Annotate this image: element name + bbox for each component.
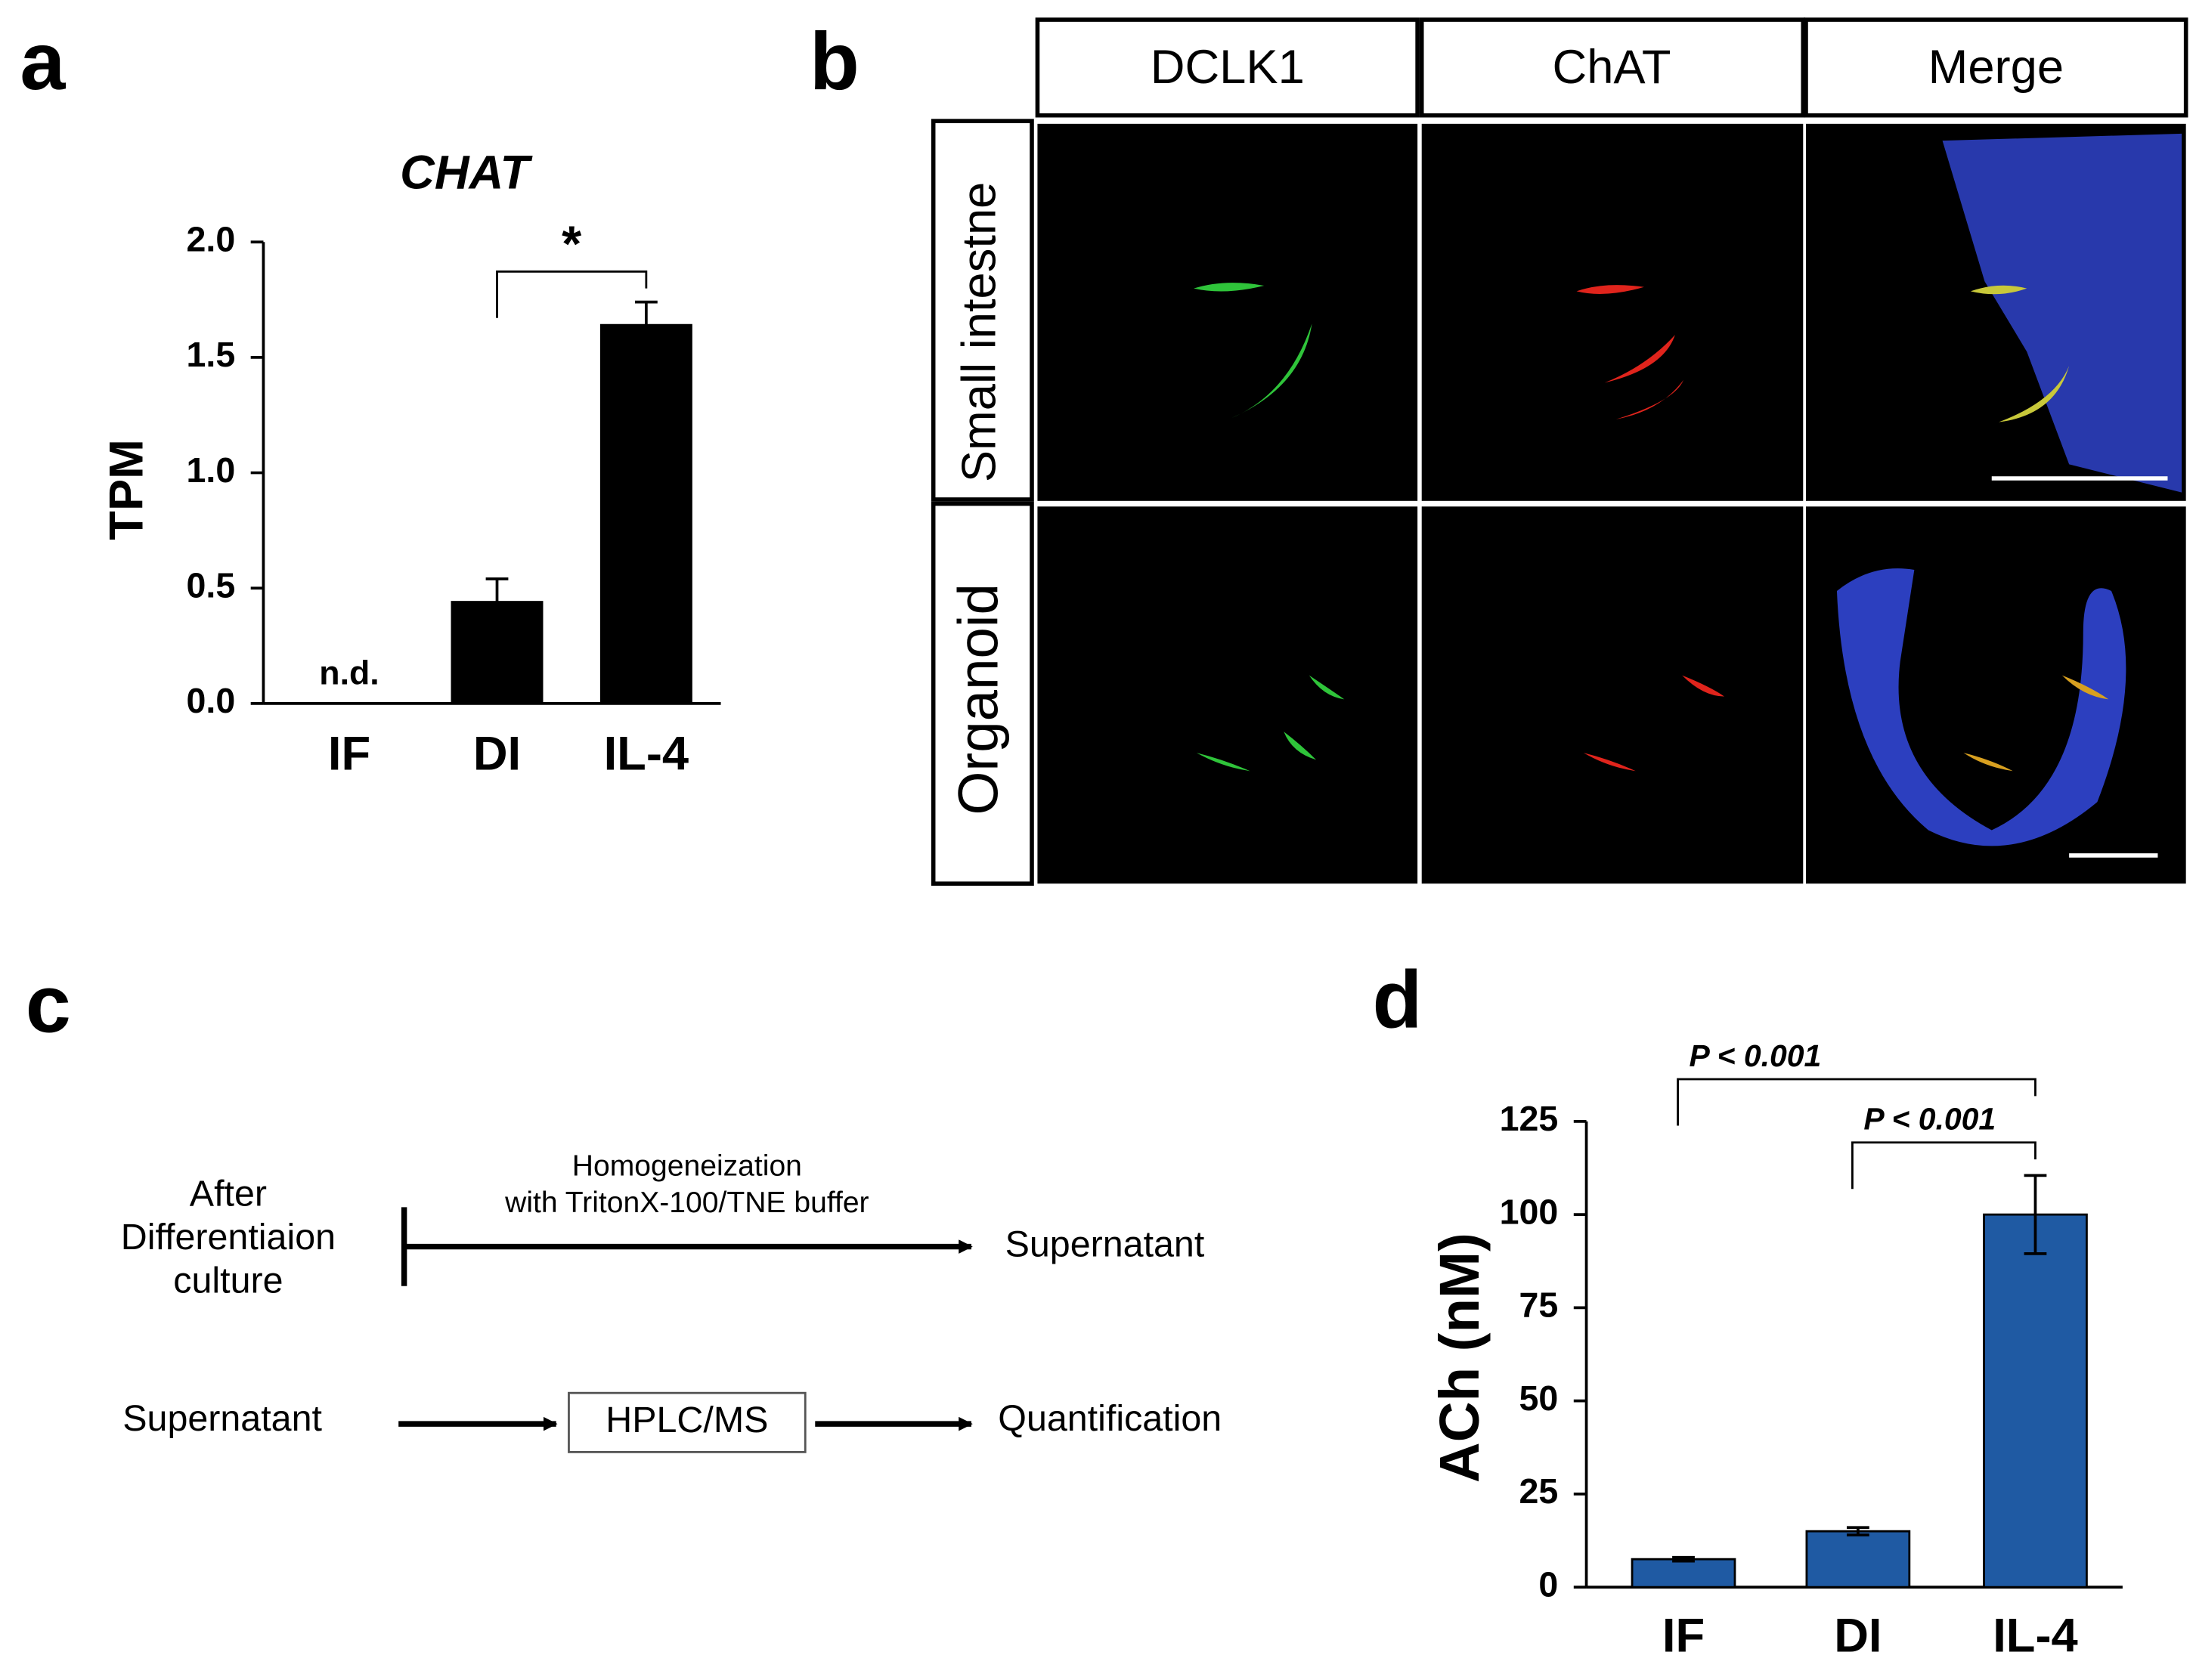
row-header: Small intestne	[953, 182, 1006, 483]
value-label: n.d.	[319, 654, 379, 691]
y-tick-label: 50	[1519, 1378, 1559, 1418]
y-tick-label: 75	[1519, 1286, 1559, 1325]
panel-label: c	[26, 958, 71, 1049]
flow-text: Homogeneization	[572, 1150, 802, 1183]
significance-label: P < 0.001	[1863, 1102, 1996, 1137]
significance-label: P < 0.001	[1689, 1038, 1821, 1073]
flow-text: culture	[173, 1261, 283, 1301]
image	[1421, 123, 1804, 501]
y-tick-label: 25	[1519, 1471, 1559, 1511]
y-tick-label: 0	[1538, 1564, 1558, 1604]
nuclei	[1836, 568, 2126, 846]
error-bar	[2024, 1174, 2047, 1255]
image	[1037, 123, 1418, 501]
row-header-box	[931, 119, 1034, 502]
y-tick-label: 1.5	[187, 335, 236, 374]
column-header: DCLK1	[1151, 41, 1305, 94]
bar	[1631, 1558, 1736, 1589]
column-header-box	[1804, 17, 2188, 118]
flow-text: with TritonX-100/TNE buffer	[504, 1187, 869, 1219]
significance-bracket	[1851, 1141, 2036, 1190]
y-tick-label: 1.0	[187, 450, 236, 490]
y-tick-label: 0.0	[187, 681, 236, 720]
column-header: Merge	[1928, 41, 2064, 94]
box	[568, 1391, 807, 1453]
flow-text: After	[190, 1173, 267, 1214]
row-header-box	[931, 501, 1034, 886]
flow-text: HPLC/MS	[606, 1400, 768, 1440]
bar	[599, 323, 692, 705]
micrographs	[1037, 123, 2186, 884]
flow-text: Quantification	[998, 1398, 1222, 1439]
flow-text: Supernatant	[122, 1398, 322, 1439]
error-bar	[634, 300, 658, 350]
flow-text: Supernatant	[1005, 1224, 1205, 1264]
workflow: After Differentiaion culture Homogeneiza…	[121, 1150, 1222, 1453]
x-tick-label: IF	[328, 727, 370, 780]
bar	[1805, 1530, 1911, 1589]
panel-label: b	[810, 15, 860, 107]
y-tick-label: 0.5	[187, 566, 236, 605]
error-bar	[485, 577, 509, 627]
y-tick-label: 100	[1500, 1192, 1559, 1231]
x-tick-label: IL-4	[1993, 1610, 2078, 1663]
error-bar	[1672, 1555, 1695, 1563]
nuclei	[1942, 133, 2182, 493]
x-tick-label: DI	[473, 727, 521, 780]
y-tick-label: 125	[1500, 1099, 1559, 1138]
x-tick-label: IF	[1662, 1610, 1705, 1663]
chart-title: CHAT	[400, 146, 533, 199]
column-header: ChAT	[1553, 41, 1671, 94]
x-tick-label: DI	[1834, 1610, 1882, 1663]
x-tick-label: IL-4	[604, 727, 689, 780]
row-header: Organoid	[947, 583, 1010, 815]
significance-label: *	[562, 215, 582, 272]
column-header-box	[1035, 17, 1420, 118]
bar	[1983, 1213, 2088, 1589]
image	[1037, 506, 1418, 884]
significance-bracket	[1677, 1078, 2036, 1126]
error-bar	[1846, 1526, 1869, 1536]
panel-label: a	[20, 15, 66, 107]
y-axis-label: TPM	[100, 439, 153, 540]
image	[1421, 506, 1804, 884]
micrograph-grid	[931, 17, 2188, 886]
cell	[1576, 285, 1684, 419]
flow-text: Differentiaion	[121, 1217, 336, 1258]
panel-label: d	[1373, 954, 1423, 1045]
significance-bracket	[496, 270, 648, 318]
y-axis-label: ACh (nM)	[1428, 1233, 1491, 1483]
y-tick-label: 2.0	[187, 220, 236, 259]
column-header-box	[1419, 17, 1806, 118]
